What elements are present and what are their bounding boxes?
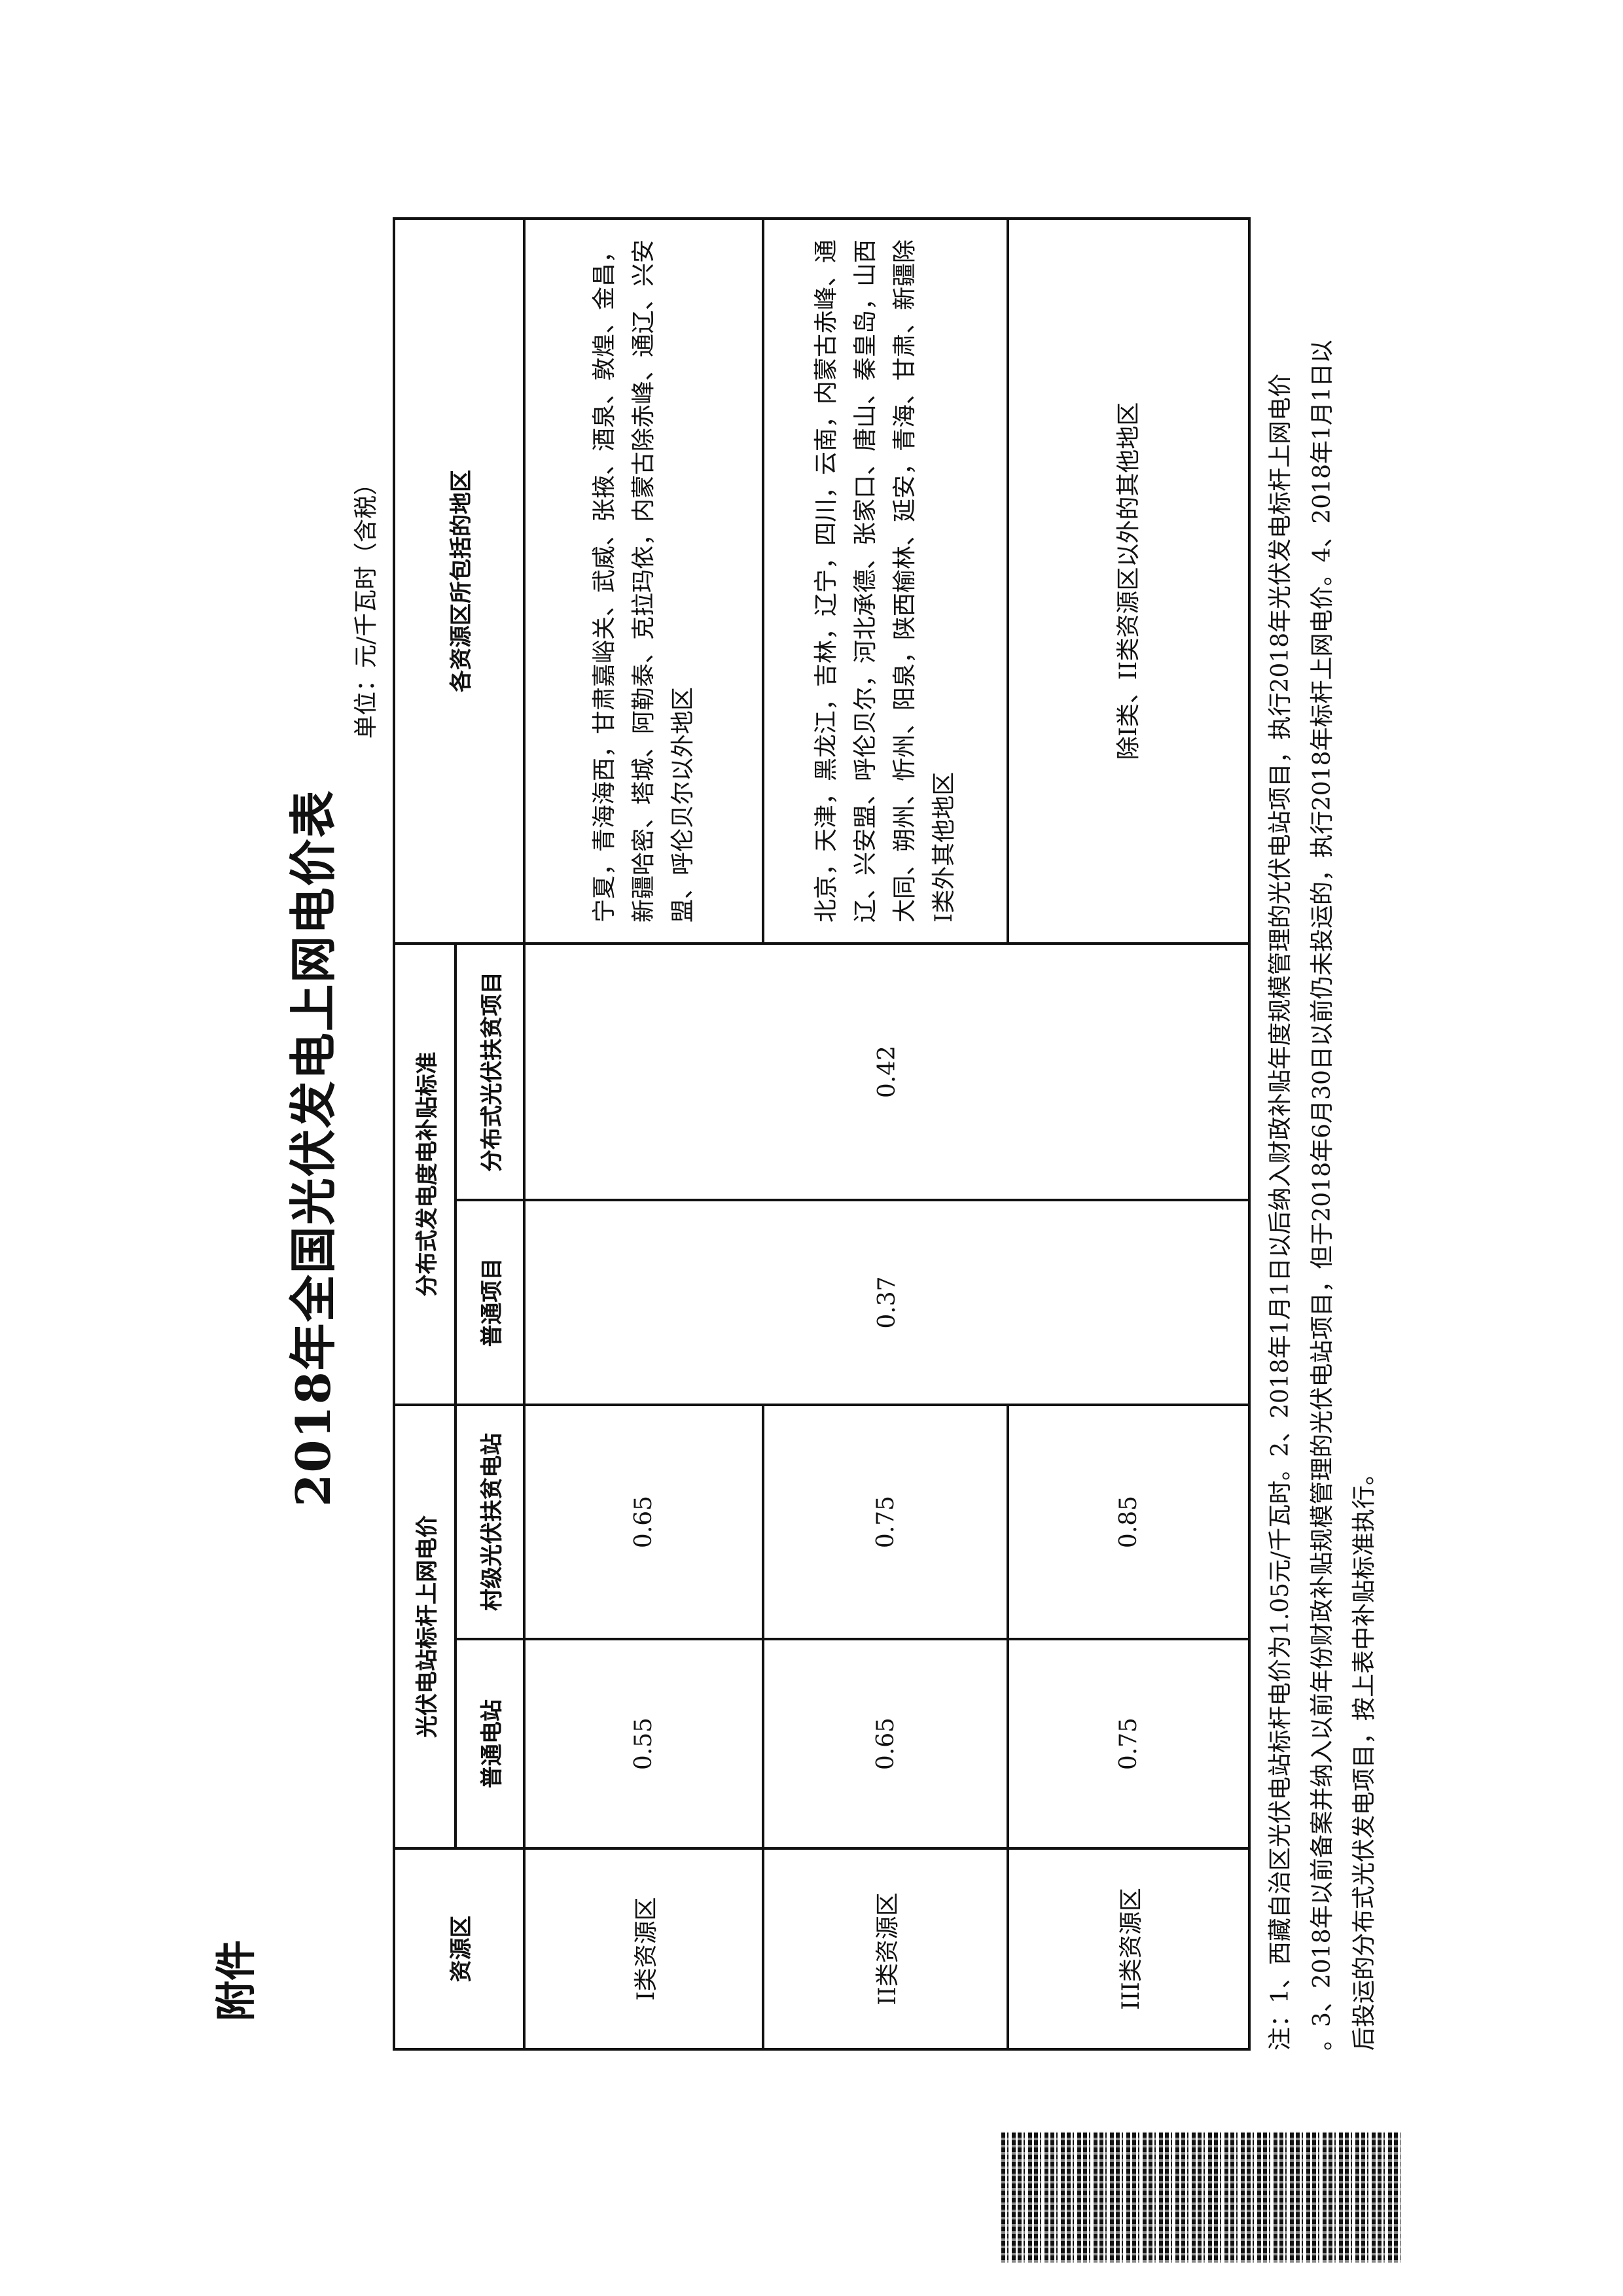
benchmark-normal-cell: 0.65 <box>763 1639 1008 1848</box>
benchmark-poverty-cell: 0.65 <box>524 1405 763 1639</box>
table-row: I类资源区 0.55 0.65 0.37 0.42 宁夏，青海海西，甘肃嘉峪关、… <box>524 219 1249 2049</box>
zone-cell: III类资源区 <box>1008 1848 1249 2049</box>
benchmark-normal-cell: 0.55 <box>524 1639 763 1848</box>
note-line: 后投运的分布式光伏发电项目，按上表中补贴标准执行。 <box>1351 1461 1378 2051</box>
price-table: 资源区 光伏电站标杆上网电价 分布式发电度电补贴标准 各资源区所包括的地区 普通… <box>393 217 1251 2051</box>
benchmark-poverty-cell: 0.85 <box>1008 1405 1249 1639</box>
zone-cell: I类资源区 <box>524 1848 763 2049</box>
subsidy-normal-cell: 0.37 <box>524 1200 1249 1405</box>
header-subsidy-poverty: 分布式光伏扶贫项目 <box>455 944 524 1200</box>
table-header-row: 资源区 光伏电站标杆上网电价 分布式发电度电补贴标准 各资源区所包括的地区 <box>394 219 524 2049</box>
regions-cell: 北京，天津，黑龙江，吉林，辽宁，四川，云南，内蒙古赤峰、通辽、兴安盟、呼伦贝尔，… <box>763 219 1008 944</box>
notes: 注：1、西藏自治区光伏电站标杆电价为1.05元/千瓦时。2、2018年1月1日以… <box>1260 199 1385 2051</box>
regions-cell: 除I类、II类资源区以外的其他地区 <box>1008 219 1249 944</box>
benchmark-poverty-cell: 0.75 <box>763 1405 1008 1639</box>
document-title: 2018年全国光伏发电上网电价表 <box>285 789 341 1507</box>
header-benchmark-poverty: 村级光伏扶贫电站 <box>455 1405 524 1639</box>
header-subsidy-group: 分布式发电度电补贴标准 <box>394 944 455 1405</box>
header-benchmark-normal: 普通电站 <box>455 1639 524 1848</box>
attachment-label: 附件 <box>212 1939 260 2021</box>
header-regions: 各资源区所包括的地区 <box>394 219 524 944</box>
header-resource-zone: 资源区 <box>394 1848 524 2049</box>
subsidy-poverty-cell: 0.42 <box>524 944 1249 1200</box>
unit-label: 单位：元/千瓦时（含税） <box>353 471 380 739</box>
regions-cell: 宁夏，青海海西，甘肃嘉峪关、武威、张掖、酒泉、敦煌、金昌，新疆哈密、塔城、阿勒泰… <box>524 219 763 944</box>
note-line: 。3、2018年以前备案并纳入以前年份财政补贴规模管理的光伏电站项目，但于201… <box>1309 340 1336 2051</box>
zone-cell: II类资源区 <box>763 1848 1008 2049</box>
header-benchmark-group: 光伏电站标杆上网电价 <box>394 1405 455 1848</box>
barcode-image <box>1001 2132 1400 2263</box>
benchmark-normal-cell: 0.75 <box>1008 1639 1249 1848</box>
note-line: 注：1、西藏自治区光伏电站标杆电价为1.05元/千瓦时。2、2018年1月1日以… <box>1267 373 1294 2051</box>
header-subsidy-normal: 普通项目 <box>455 1200 524 1405</box>
